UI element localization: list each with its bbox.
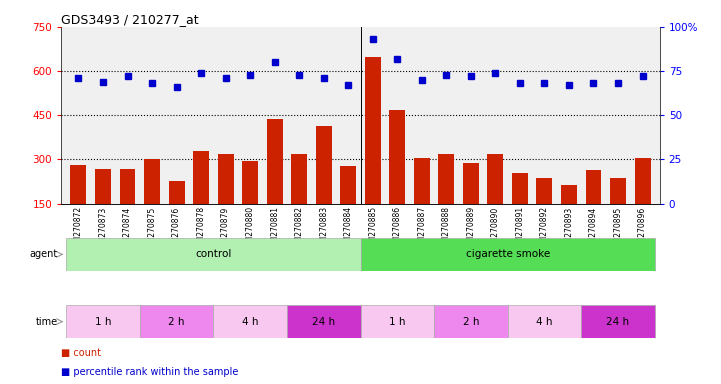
Bar bbox=[218, 154, 234, 204]
Text: cigarette smoke: cigarette smoke bbox=[466, 249, 550, 260]
Bar bbox=[610, 178, 626, 204]
Bar bbox=[95, 169, 111, 204]
Text: 2 h: 2 h bbox=[463, 316, 479, 327]
Text: ■ percentile rank within the sample: ■ percentile rank within the sample bbox=[61, 367, 239, 377]
Text: 4 h: 4 h bbox=[242, 316, 258, 327]
Bar bbox=[360, 238, 655, 271]
Text: time: time bbox=[35, 316, 58, 327]
Bar bbox=[340, 166, 356, 204]
Bar bbox=[434, 305, 508, 338]
Bar bbox=[144, 159, 160, 204]
Bar bbox=[634, 159, 650, 204]
Text: 4 h: 4 h bbox=[536, 316, 553, 327]
Bar bbox=[316, 126, 332, 204]
Bar bbox=[66, 238, 360, 271]
Bar bbox=[512, 173, 528, 204]
Bar bbox=[242, 161, 258, 204]
Text: GDS3493 / 210277_at: GDS3493 / 210277_at bbox=[61, 13, 199, 26]
Bar bbox=[389, 110, 405, 204]
Text: 24 h: 24 h bbox=[606, 316, 629, 327]
Bar bbox=[463, 163, 479, 204]
Bar bbox=[140, 305, 213, 338]
Bar bbox=[508, 305, 581, 338]
Text: 1 h: 1 h bbox=[389, 316, 405, 327]
Bar bbox=[360, 305, 434, 338]
Bar bbox=[414, 159, 430, 204]
Bar bbox=[120, 169, 136, 204]
Bar bbox=[365, 57, 381, 204]
Bar bbox=[487, 154, 503, 204]
Bar bbox=[71, 165, 87, 204]
Text: 24 h: 24 h bbox=[312, 316, 335, 327]
Bar bbox=[287, 305, 360, 338]
Bar bbox=[581, 305, 655, 338]
Text: control: control bbox=[195, 249, 231, 260]
Bar bbox=[585, 170, 601, 204]
Bar bbox=[213, 305, 287, 338]
Bar bbox=[169, 180, 185, 204]
Bar bbox=[438, 154, 454, 204]
Text: 2 h: 2 h bbox=[168, 316, 185, 327]
Text: 1 h: 1 h bbox=[94, 316, 111, 327]
Bar bbox=[291, 154, 307, 204]
Text: agent: agent bbox=[30, 249, 58, 260]
Bar bbox=[267, 119, 283, 204]
Bar bbox=[66, 305, 140, 338]
Bar bbox=[193, 151, 209, 204]
Bar bbox=[561, 185, 577, 204]
Text: ■ count: ■ count bbox=[61, 348, 101, 358]
Bar bbox=[536, 178, 552, 204]
